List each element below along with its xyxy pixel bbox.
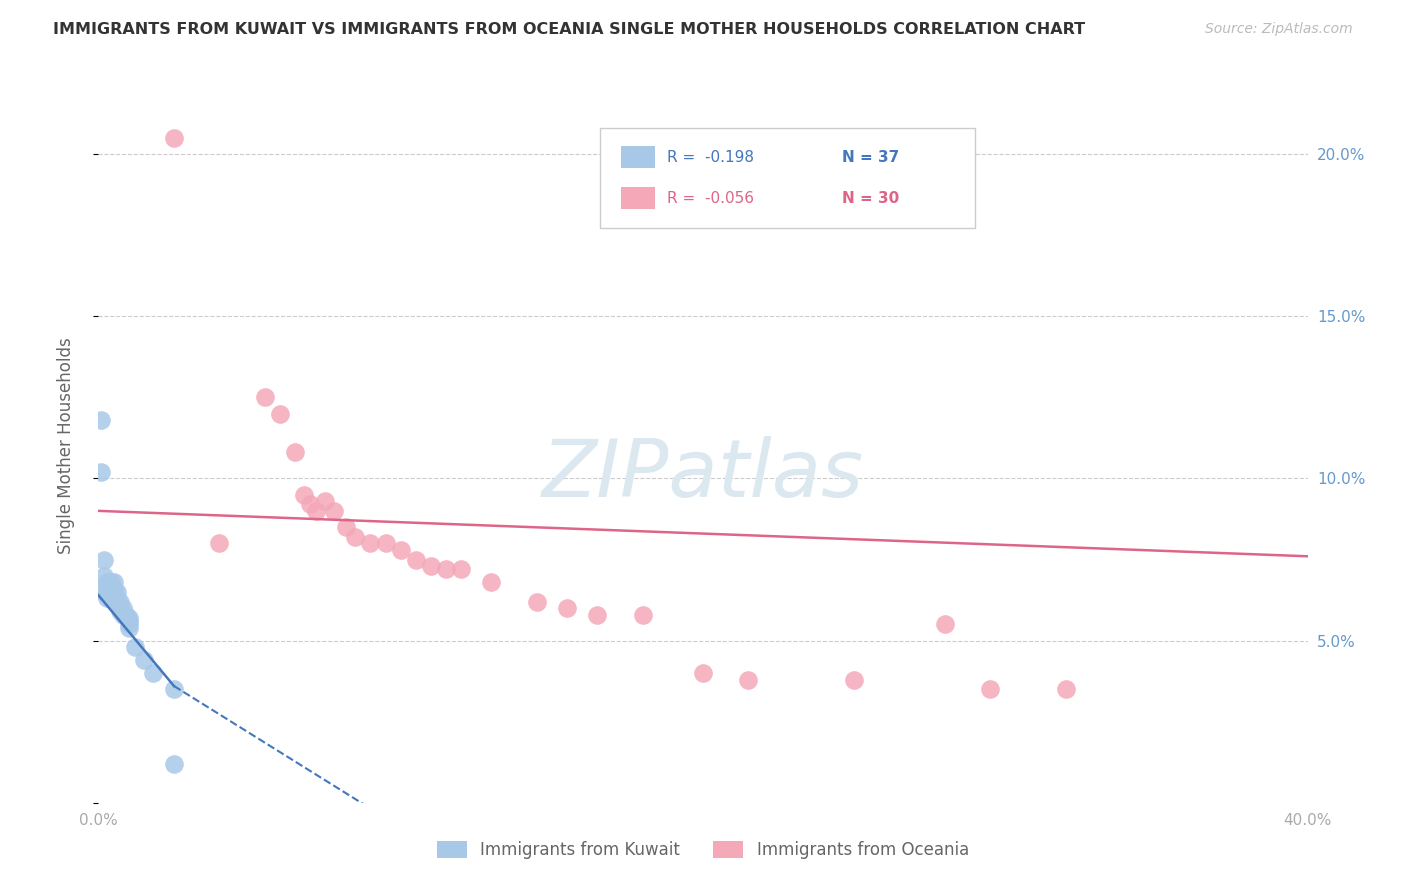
Point <box>631 607 654 622</box>
Point <box>118 621 141 635</box>
Point <box>105 591 128 606</box>
Point <box>111 607 134 622</box>
Point <box>208 536 231 550</box>
Point <box>586 607 609 622</box>
Bar <box>621 186 655 209</box>
Point <box>93 568 115 582</box>
Point <box>93 585 115 599</box>
Point <box>132 653 155 667</box>
Point <box>93 552 115 566</box>
Point <box>844 673 866 687</box>
Point <box>737 673 759 687</box>
Point <box>344 530 367 544</box>
Point <box>103 575 125 590</box>
Point <box>103 582 125 596</box>
Point <box>96 575 118 590</box>
Point <box>96 591 118 606</box>
Point <box>108 601 131 615</box>
Point <box>389 542 412 557</box>
Point <box>374 536 396 550</box>
Point <box>555 601 578 615</box>
Point <box>111 601 134 615</box>
Point <box>124 640 146 654</box>
Text: N = 37: N = 37 <box>842 151 900 166</box>
Point <box>314 494 336 508</box>
Point <box>692 666 714 681</box>
Point <box>103 591 125 606</box>
Legend: Immigrants from Kuwait, Immigrants from Oceania: Immigrants from Kuwait, Immigrants from … <box>430 834 976 866</box>
Text: ZIPatlas: ZIPatlas <box>541 435 865 514</box>
Point <box>118 614 141 628</box>
Point <box>253 390 276 404</box>
Point <box>405 552 427 566</box>
Point <box>526 595 548 609</box>
Point <box>292 488 315 502</box>
Point <box>100 588 122 602</box>
Point <box>1054 682 1077 697</box>
Point <box>163 131 186 145</box>
Bar <box>621 146 655 168</box>
Point <box>420 559 443 574</box>
Point <box>103 588 125 602</box>
Y-axis label: Single Mother Households: Single Mother Households <box>56 338 75 554</box>
Point <box>142 666 165 681</box>
Point <box>118 611 141 625</box>
Point <box>118 617 141 632</box>
Point <box>96 578 118 592</box>
Point <box>100 582 122 596</box>
Point <box>360 536 382 550</box>
Point <box>434 562 457 576</box>
Point <box>299 497 322 511</box>
Text: R =  -0.198: R = -0.198 <box>666 151 754 166</box>
Point <box>108 604 131 618</box>
Point <box>450 562 472 576</box>
Text: N = 30: N = 30 <box>842 191 900 206</box>
Point <box>163 682 186 697</box>
Point <box>90 413 112 427</box>
Point <box>108 595 131 609</box>
Point <box>323 504 346 518</box>
Text: R =  -0.056: R = -0.056 <box>666 191 754 206</box>
Point <box>163 756 186 771</box>
Point <box>284 445 307 459</box>
Point <box>100 585 122 599</box>
Point <box>481 575 503 590</box>
Point <box>305 504 328 518</box>
Text: Source: ZipAtlas.com: Source: ZipAtlas.com <box>1205 22 1353 37</box>
Point <box>934 617 956 632</box>
FancyBboxPatch shape <box>600 128 976 228</box>
Text: IMMIGRANTS FROM KUWAIT VS IMMIGRANTS FROM OCEANIA SINGLE MOTHER HOUSEHOLDS CORRE: IMMIGRANTS FROM KUWAIT VS IMMIGRANTS FRO… <box>53 22 1085 37</box>
Point <box>979 682 1001 697</box>
Point <box>90 465 112 479</box>
Point <box>100 575 122 590</box>
Point <box>335 520 357 534</box>
Point <box>269 407 291 421</box>
Point <box>96 585 118 599</box>
Point <box>105 585 128 599</box>
Point <box>100 591 122 606</box>
Point <box>105 595 128 609</box>
Point <box>103 585 125 599</box>
Point <box>114 607 136 622</box>
